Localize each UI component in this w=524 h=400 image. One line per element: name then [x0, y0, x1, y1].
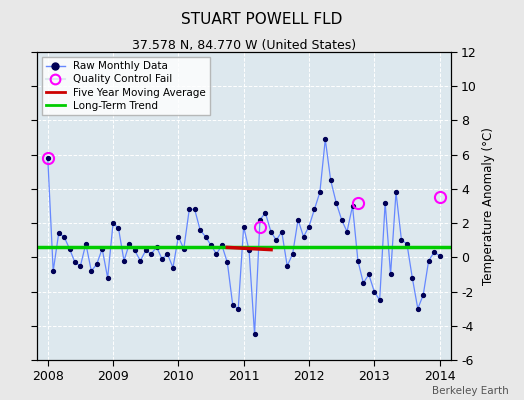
Text: Berkeley Earth: Berkeley Earth — [432, 386, 508, 396]
Y-axis label: Temperature Anomaly (°C): Temperature Anomaly (°C) — [483, 127, 496, 285]
Legend: Raw Monthly Data, Quality Control Fail, Five Year Moving Average, Long-Term Tren: Raw Monthly Data, Quality Control Fail, … — [42, 57, 210, 115]
Title: 37.578 N, 84.770 W (United States): 37.578 N, 84.770 W (United States) — [132, 39, 356, 52]
Text: STUART POWELL FLD: STUART POWELL FLD — [181, 12, 343, 27]
